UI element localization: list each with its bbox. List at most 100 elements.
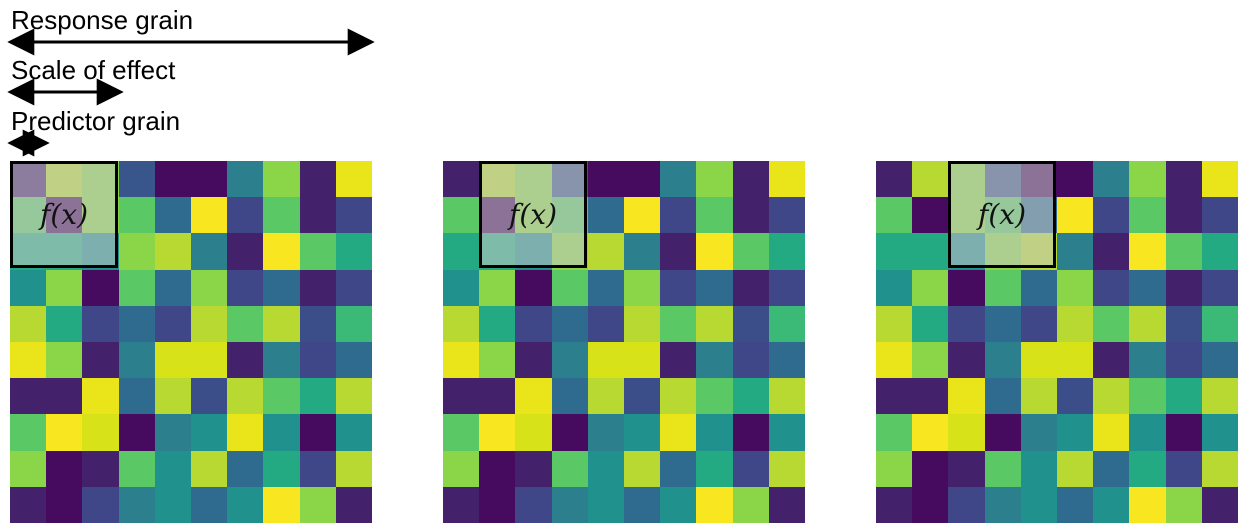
grid-cell [768, 197, 805, 234]
grid-cell [660, 197, 697, 234]
grid-cell [299, 233, 336, 270]
grid-cell [154, 378, 191, 415]
grid-cell [46, 450, 83, 487]
grid-cell [479, 486, 516, 523]
grid-cell [191, 378, 228, 415]
grid-cell [587, 269, 624, 306]
grid-cell [984, 269, 1021, 306]
grid-cell [732, 414, 769, 451]
grid-cell [660, 378, 697, 415]
grid-cell [1093, 269, 1130, 306]
grid-cell [948, 305, 985, 342]
grid-cell [1165, 486, 1202, 523]
grid-cell [82, 342, 119, 379]
grid-cell [1020, 378, 1057, 415]
grid-cell [551, 486, 588, 523]
grid-cell [154, 414, 191, 451]
grid-cell [10, 305, 47, 342]
grid-cell [118, 197, 155, 234]
grid-cell [1093, 161, 1130, 198]
grid-cell [948, 378, 985, 415]
grid-cell [10, 450, 47, 487]
grid-cell [46, 486, 83, 523]
grid-cell [587, 378, 624, 415]
grid-cell [912, 378, 949, 415]
grid-cell [1057, 414, 1094, 451]
grid-cell [1129, 414, 1166, 451]
grid-cell [876, 269, 913, 306]
grid-cell [1020, 342, 1057, 379]
grid-cell [118, 269, 155, 306]
grid-cell [768, 161, 805, 198]
grid-cell [227, 450, 264, 487]
grid-cell [912, 233, 949, 270]
grid-cell [768, 305, 805, 342]
grid-cell [660, 269, 697, 306]
grid-cell [1093, 305, 1130, 342]
grid-cell [82, 414, 119, 451]
grid-cell [768, 450, 805, 487]
grid-cell [1129, 161, 1166, 198]
grid-cell [263, 233, 300, 270]
grid-cell [696, 305, 733, 342]
grid-cell [912, 197, 949, 234]
grid-cell [118, 161, 155, 198]
grid-cell [948, 269, 985, 306]
grid-cell [1201, 233, 1238, 270]
grid-cell [299, 378, 336, 415]
grid-cell [660, 450, 697, 487]
function-label: f(x) [39, 198, 88, 231]
grid-cell [1093, 197, 1130, 234]
grid-cell [660, 305, 697, 342]
grid-cell [10, 486, 47, 523]
grid-cell [696, 486, 733, 523]
grid-cell [948, 450, 985, 487]
grid-cell [443, 414, 480, 451]
grid-cell [1093, 414, 1130, 451]
grid-cell [335, 378, 372, 415]
grid-cell [479, 342, 516, 379]
grid-cell [696, 414, 733, 451]
grid-cell [154, 269, 191, 306]
grid-cell [1165, 305, 1202, 342]
grid-cell [1201, 378, 1238, 415]
moving-window-3: f(x) [948, 161, 1056, 268]
grid-cell [263, 378, 300, 415]
grid-cell [768, 414, 805, 451]
grid-cell [1057, 161, 1094, 198]
grid-cell [912, 269, 949, 306]
grid-cell [1020, 305, 1057, 342]
grid-cell [876, 342, 913, 379]
grid-cell [1093, 486, 1130, 523]
grid-cell [82, 269, 119, 306]
grid-cell [443, 450, 480, 487]
grid-cell [587, 450, 624, 487]
grid-cell [1129, 197, 1166, 234]
grid-cell [624, 305, 661, 342]
grid-cell [551, 342, 588, 379]
grid-cell [624, 378, 661, 415]
grid-cell [732, 197, 769, 234]
grid-cell [10, 378, 47, 415]
grid-cell [1201, 342, 1238, 379]
moving-window-2: f(x) [479, 161, 587, 268]
grid-cell [443, 378, 480, 415]
grid-cell [624, 233, 661, 270]
grid-cell [1020, 450, 1057, 487]
grid-cell [912, 414, 949, 451]
grid-cell [46, 414, 83, 451]
grid-cell [1057, 486, 1094, 523]
grid-cell [46, 269, 83, 306]
grid-cell [227, 378, 264, 415]
grid-cell [515, 450, 552, 487]
grid-cell [227, 161, 264, 198]
grid-cell [984, 378, 1021, 415]
grid-cell [154, 233, 191, 270]
grid-cell [299, 269, 336, 306]
grid-cell [263, 414, 300, 451]
grid-cell [443, 161, 480, 198]
grid-cell [443, 486, 480, 523]
grid-cell [587, 486, 624, 523]
grid-cell [263, 161, 300, 198]
grid-cell [587, 233, 624, 270]
